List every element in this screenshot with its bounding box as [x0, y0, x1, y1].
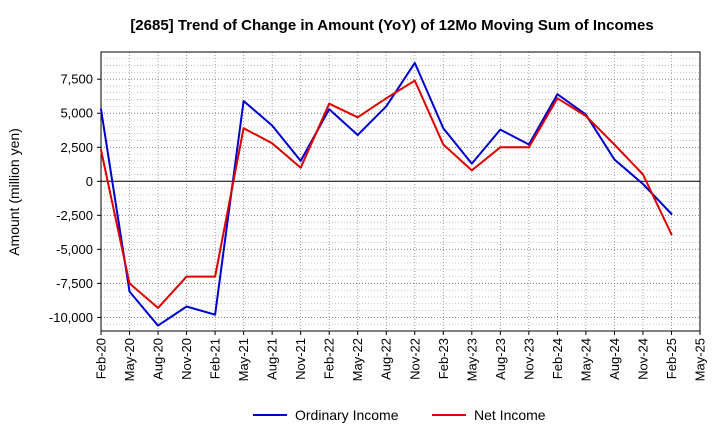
x-tick-label: Feb-24 [550, 338, 565, 379]
x-tick-label: May-23 [464, 338, 479, 381]
x-tick-label: Nov-21 [293, 338, 308, 380]
chart-title: [2685] Trend of Change in Amount (YoY) o… [130, 17, 653, 34]
x-tick-label: May-21 [236, 338, 251, 381]
y-axis-label: Amount (million yen) [6, 128, 22, 256]
x-tick-label: Aug-22 [379, 338, 394, 380]
x-tick-label: Feb-22 [322, 338, 337, 379]
y-tick-label: -7,500 [56, 276, 93, 291]
y-tick-label: 0 [86, 174, 93, 189]
series-line-ordinary-income [100, 61, 673, 327]
series-line-net-income [100, 79, 673, 309]
x-tick-label: Nov-22 [407, 338, 422, 380]
x-tick-label: May-20 [122, 338, 137, 381]
plot-frame [100, 51, 701, 332]
legend-label: Net Income [474, 407, 546, 423]
axes: -10,000 -7,500 -5,000 -2,500 0 2,500 5,000 7,50… [49, 51, 708, 381]
legend: Ordinary Income Net Income [253, 407, 546, 423]
legend-label: Ordinary Income [295, 407, 399, 423]
x-tick-label: Nov-20 [179, 338, 194, 380]
x-tick-label: Feb-25 [664, 338, 679, 379]
x-tick-label: Aug-24 [607, 338, 622, 380]
y-tick-label: -2,500 [56, 208, 93, 223]
y-tick-label: -5,000 [56, 242, 93, 257]
x-tick-label: Feb-20 [94, 338, 109, 379]
x-tick-label: May-24 [578, 338, 593, 381]
y-tick-label: 5,000 [60, 106, 93, 121]
x-tick-label: May-25 [693, 338, 708, 381]
x-tick-label: Aug-21 [265, 338, 280, 380]
x-tick-label: Feb-21 [208, 338, 223, 379]
y-tick-label: 7,500 [60, 72, 93, 87]
x-tick-label: Feb-23 [436, 338, 451, 379]
x-tick-label: Nov-24 [635, 338, 650, 380]
grid [100, 52, 701, 331]
x-tick-label: May-22 [350, 338, 365, 381]
y-tick-label: -10,000 [49, 310, 93, 325]
y-tick-label: 2,500 [60, 140, 93, 155]
x-tick-label: Nov-23 [521, 338, 536, 380]
series-layer [100, 61, 673, 327]
x-tick-label: Aug-20 [151, 338, 166, 380]
x-tick-label: Aug-23 [493, 338, 508, 380]
